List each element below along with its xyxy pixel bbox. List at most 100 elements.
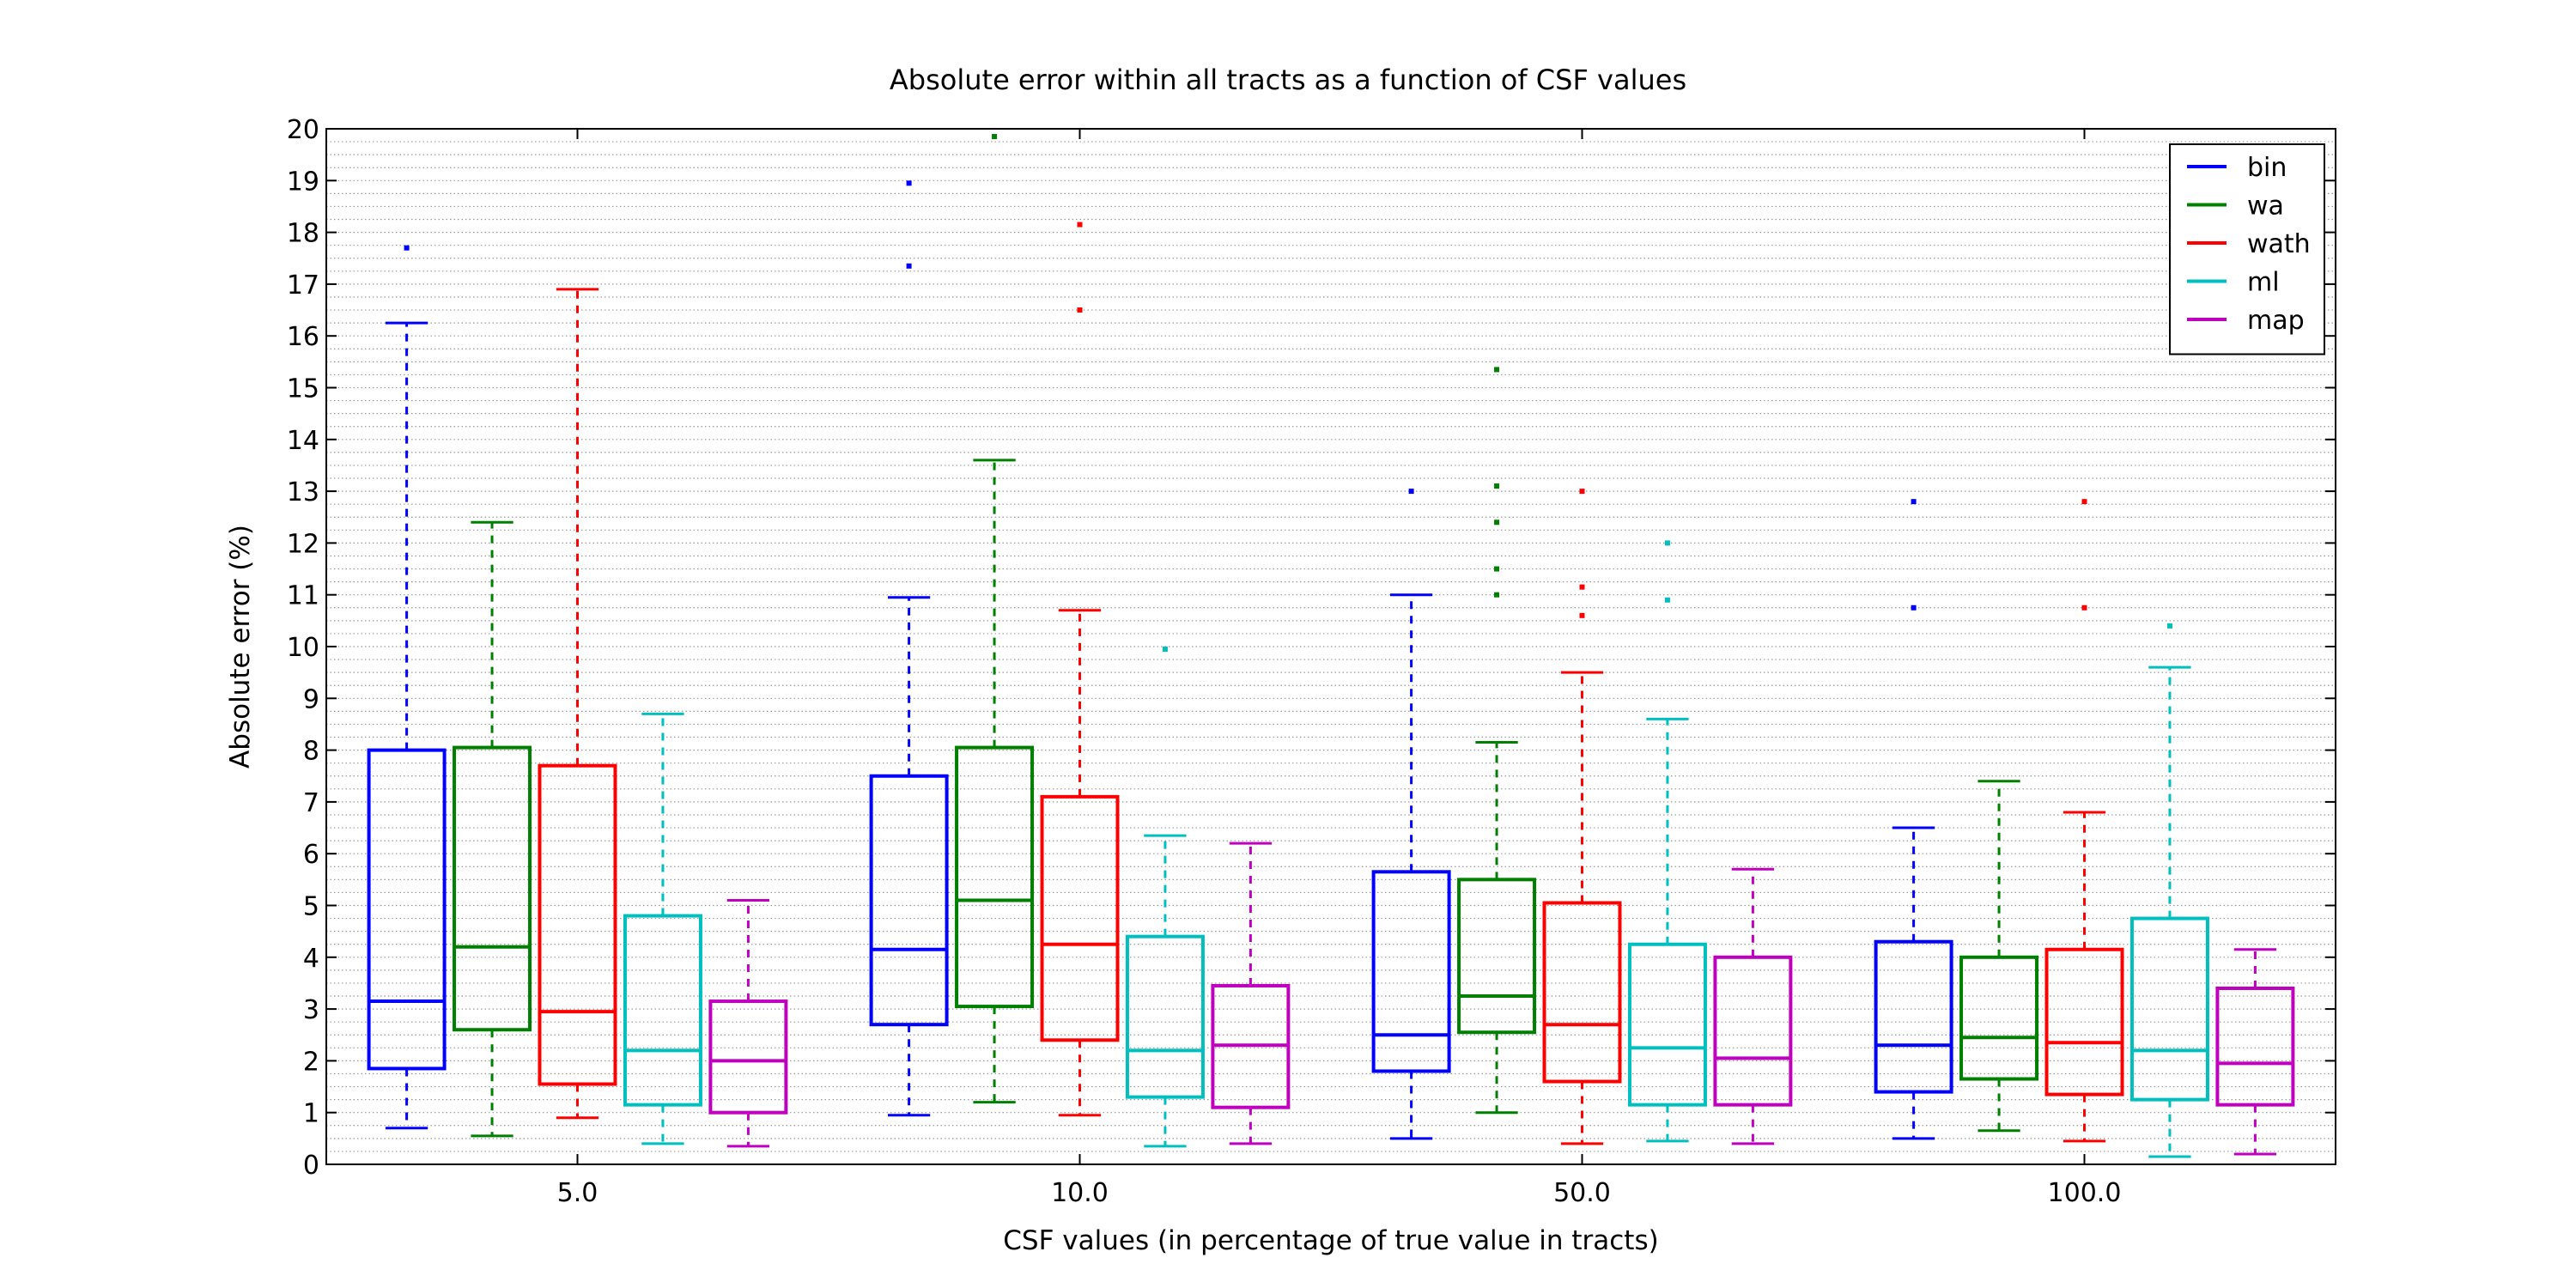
iqr-box: [367, 748, 447, 1071]
y-tick-label: 20: [287, 115, 319, 145]
y-tick-label: 19: [287, 167, 319, 197]
box-bin-5.0: [367, 245, 447, 1130]
iqr-box: [1457, 878, 1537, 1035]
y-tick-label: 3: [303, 995, 319, 1025]
box-map-100.0: [2215, 948, 2295, 1156]
y-tick-label: 9: [303, 684, 319, 714]
box-wath-100.0: [2044, 499, 2124, 1143]
outlier-point: [906, 180, 912, 186]
outlier-point: [2081, 605, 2087, 611]
iqr-box: [1627, 942, 1707, 1107]
y-tick-label: 12: [287, 529, 319, 559]
y-tick-label: 16: [287, 322, 319, 352]
y-tick-label: 0: [303, 1151, 319, 1181]
box-bin-100.0: [1874, 499, 1953, 1140]
iqr-box: [1125, 934, 1205, 1099]
legend-label-map: map: [2247, 306, 2305, 336]
y-tick-label: 13: [287, 477, 319, 507]
iqr-box: [453, 745, 532, 1032]
outlier-point: [1494, 566, 1500, 572]
box-wa-50.0: [1457, 367, 1537, 1115]
outlier-point: [1911, 499, 1917, 505]
box-bin-10.0: [869, 180, 949, 1117]
y-tick-label: 11: [287, 581, 319, 611]
y-tick-label: 14: [287, 426, 319, 456]
box-wa-5.0: [453, 520, 532, 1138]
iqr-box: [1959, 955, 2039, 1081]
y-tick-label: 17: [287, 270, 319, 301]
legend: bin wa wath ml map: [2169, 143, 2325, 355]
y-tick-label: 10: [287, 633, 319, 663]
box-bin-50.0: [1371, 489, 1451, 1140]
box-map-10.0: [1211, 841, 1291, 1145]
outlier-point: [1494, 483, 1500, 489]
boxes-layer: [367, 134, 2295, 1158]
box-wa-10.0: [955, 134, 1035, 1104]
outlier-point: [1579, 489, 1585, 495]
outlier-point: [1664, 597, 1670, 603]
x-tick-label: 5.0: [557, 1178, 598, 1208]
iqr-box: [2215, 986, 2295, 1107]
y-tick-label: 18: [287, 219, 319, 249]
box-ml-5.0: [623, 712, 702, 1145]
outlier-point: [2166, 623, 2172, 629]
outlier-point: [1077, 222, 1083, 228]
iqr-box: [2044, 947, 2124, 1097]
grid-lines: [326, 141, 2336, 1152]
iqr-box: [1371, 870, 1451, 1073]
outlier-point: [1408, 489, 1414, 495]
outlier-point: [1579, 584, 1585, 590]
outlier-point: [404, 245, 410, 251]
box-wath-5.0: [538, 288, 617, 1120]
iqr-box: [955, 745, 1035, 1009]
outlier-point: [1579, 612, 1585, 618]
iqr-box: [1040, 794, 1120, 1042]
iqr-box: [869, 774, 949, 1027]
outlier-point: [2081, 499, 2087, 505]
outlier-point: [1911, 605, 1917, 611]
y-tick-label: 1: [303, 1099, 319, 1129]
iqr-box: [623, 914, 702, 1107]
y-tick-label: 4: [303, 944, 319, 974]
box-ml-100.0: [2129, 623, 2209, 1158]
x-axis-label: CSF values (in percentage of true value …: [1003, 1225, 1658, 1256]
iqr-box: [1874, 939, 1953, 1094]
iqr-box: [2129, 916, 2209, 1102]
iqr-box: [538, 763, 617, 1086]
box-wath-50.0: [1542, 489, 1622, 1145]
y-tick-label: 15: [287, 374, 319, 404]
legend-label-bin: bin: [2247, 153, 2287, 183]
box-map-5.0: [708, 898, 788, 1148]
box-wa-100.0: [1959, 780, 2039, 1133]
outlier-point: [1494, 592, 1500, 598]
outlier-point: [906, 263, 912, 269]
legend-label-wa: wa: [2247, 191, 2284, 222]
y-tick-label: 8: [303, 737, 319, 767]
box-ml-10.0: [1125, 647, 1205, 1148]
outlier-point: [1162, 647, 1168, 653]
outlier-point: [1494, 367, 1500, 373]
y-tick-label: 5: [303, 892, 319, 922]
outlier-point: [1494, 519, 1500, 526]
x-axis: 5.0 10.0 50.0 100.0: [557, 129, 2122, 1208]
y-tick-label: 7: [303, 788, 319, 818]
x-tick-label: 100.0: [2048, 1178, 2122, 1208]
chart-title: Absolute error within all tracts as a fu…: [890, 64, 1686, 96]
iqr-box: [708, 999, 788, 1115]
iqr-box: [1542, 901, 1622, 1084]
iqr-box: [1713, 955, 1793, 1107]
x-tick-label: 50.0: [1553, 1178, 1611, 1208]
y-tick-label: 6: [303, 840, 319, 870]
outlier-point: [1664, 540, 1670, 546]
outlier-point: [1077, 307, 1083, 313]
legend-label-ml: ml: [2247, 268, 2280, 298]
x-tick-label: 10.0: [1051, 1178, 1109, 1208]
box-map-50.0: [1713, 867, 1793, 1145]
y-axis-label: Absolute error (%): [225, 525, 256, 769]
box-ml-50.0: [1627, 540, 1707, 1143]
y-tick-label: 2: [303, 1047, 319, 1077]
legend-label-wath: wath: [2247, 229, 2311, 259]
outlier-point: [992, 134, 998, 140]
